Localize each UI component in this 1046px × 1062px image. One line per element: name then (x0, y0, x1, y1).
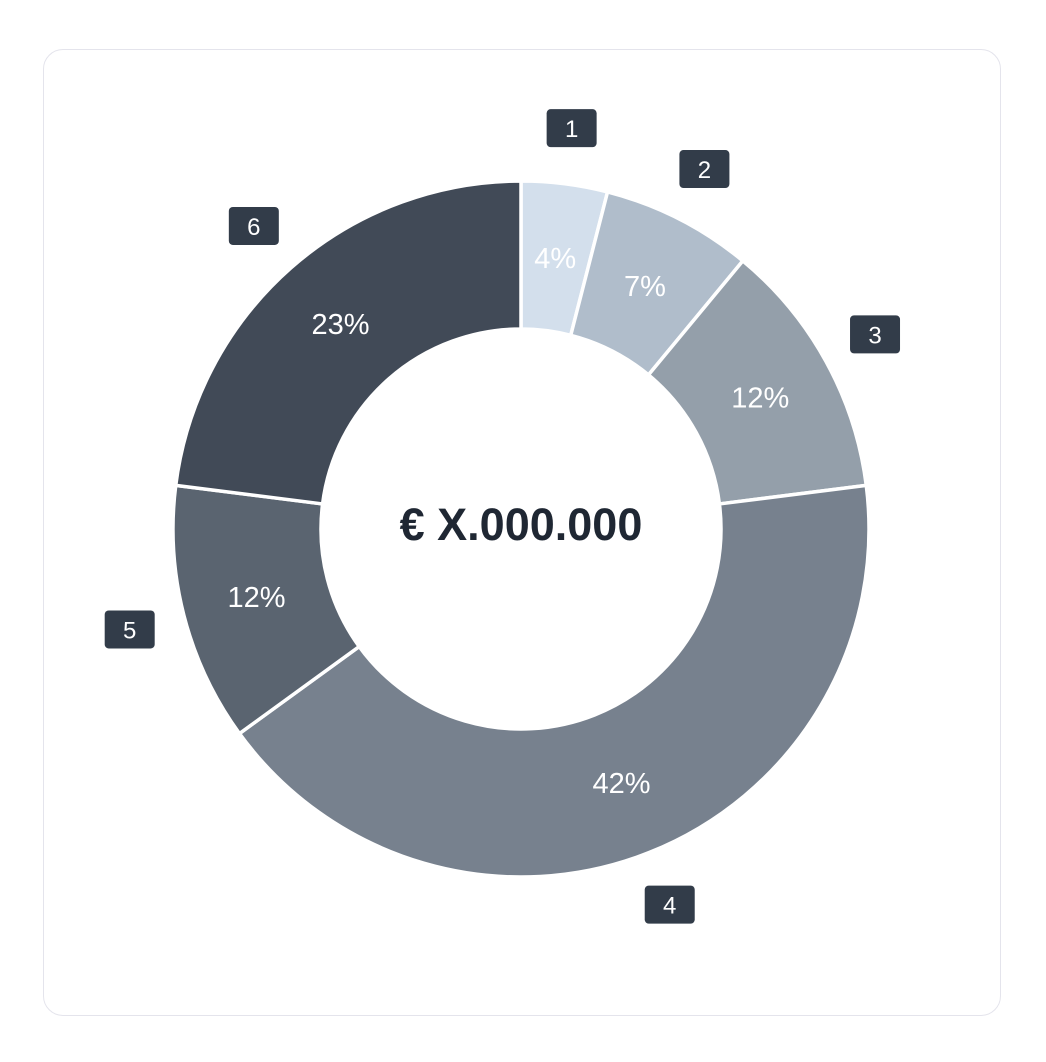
category-badge-1: 1 (546, 109, 597, 148)
category-badge-2: 2 (679, 150, 730, 189)
slice-value-label-3: 12% (731, 382, 789, 414)
category-badge-label: 3 (868, 322, 881, 349)
category-badge-3: 3 (850, 315, 901, 354)
category-badge-5: 5 (104, 610, 155, 649)
category-badge-box (546, 109, 597, 148)
slice-value-label-2: 7% (624, 271, 666, 303)
center-total-label: € X.000.000 (400, 499, 643, 550)
category-badge-box (644, 885, 695, 924)
category-badge-4: 4 (644, 885, 695, 924)
category-badges-group: 1 2 3 4 5 6 (104, 109, 901, 924)
slice-value-label-6: 23% (311, 309, 369, 341)
category-badge-label: 4 (663, 893, 676, 920)
slice-4[interactable] (237, 483, 871, 879)
slice-labels-group: 4% 7% 12% 42% 12% 23% (228, 243, 790, 800)
category-badge-6: 6 (228, 206, 279, 245)
slice-value-label-5: 12% (228, 582, 286, 614)
category-badge-label: 1 (565, 116, 578, 143)
category-badge-box (679, 150, 730, 189)
category-badge-box (104, 610, 155, 649)
slice-6[interactable] (173, 179, 523, 506)
slices-group (171, 179, 871, 879)
category-badge-label: 5 (123, 617, 136, 644)
category-badge-box (850, 315, 901, 354)
slice-value-label-4: 42% (592, 768, 650, 800)
category-badge-label: 2 (698, 157, 711, 184)
category-badge-box (228, 206, 279, 245)
slice-value-label-1: 4% (534, 243, 576, 275)
category-badge-label: 6 (247, 214, 260, 241)
